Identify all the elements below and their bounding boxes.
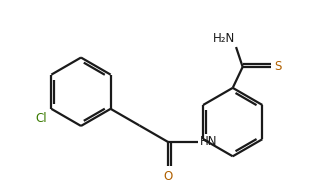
Text: S: S bbox=[274, 60, 281, 73]
Text: H₂N: H₂N bbox=[213, 32, 235, 45]
Text: HN: HN bbox=[200, 136, 217, 148]
Text: O: O bbox=[163, 170, 173, 183]
Text: Cl: Cl bbox=[35, 112, 47, 125]
